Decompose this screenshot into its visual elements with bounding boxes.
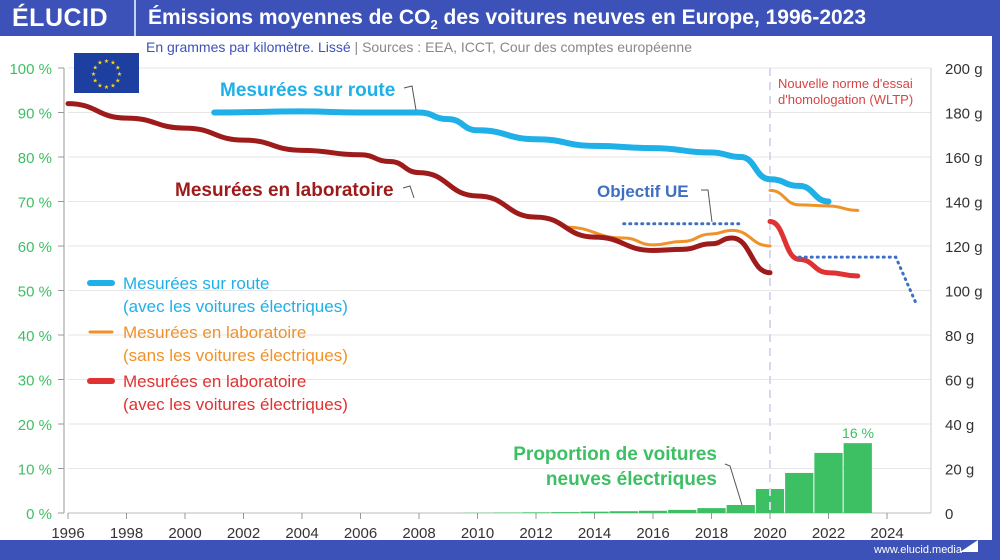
y-left-tick: 0 % <box>26 506 52 523</box>
y-right-tick: 80 g <box>945 328 974 345</box>
x-tick: 1998 <box>110 525 143 542</box>
y-right-tick: 100 g <box>945 284 983 301</box>
bar <box>551 512 580 513</box>
bar <box>521 512 551 513</box>
y-left-tick: 10 % <box>18 462 52 479</box>
divider <box>134 0 136 36</box>
y-left-tick: 50 % <box>18 284 52 301</box>
footer-url[interactable]: www.elucid.media <box>873 544 962 556</box>
eu-star: ★ <box>93 78 98 85</box>
series-line-lab_ev_old <box>65 101 773 276</box>
wltp-label: Nouvelle norme d'essai <box>778 76 913 91</box>
leader-line <box>724 463 743 506</box>
eu-star: ★ <box>110 60 115 67</box>
x-tick: 2012 <box>519 525 552 542</box>
y-left-tick: 40 % <box>18 328 52 345</box>
leader-line <box>402 185 415 199</box>
y-left-tick: 100 % <box>9 61 52 78</box>
bar <box>726 504 755 513</box>
x-tick: 2002 <box>227 525 260 542</box>
x-tick: 2004 <box>285 525 318 542</box>
bar <box>785 472 814 513</box>
bar <box>814 452 843 513</box>
header: ÉLUCID Émissions moyennes de CO2 des voi… <box>0 0 1000 36</box>
bar-value-label: 16 % <box>842 425 874 441</box>
bar <box>843 443 872 513</box>
eu-star: ★ <box>97 60 102 67</box>
eu-flag-icon <box>74 53 139 93</box>
wltp-label: d'homologation (WLTP) <box>778 92 913 107</box>
eu-star: ★ <box>117 71 122 78</box>
leader-line <box>701 189 713 223</box>
legend-label: (avec les voitures électriques) <box>123 297 348 316</box>
label-target: Objectif UE <box>597 182 689 201</box>
series-line-lab_no_ev <box>768 188 860 212</box>
y-right-tick: 160 g <box>945 150 983 167</box>
y-left-tick: 90 % <box>18 106 52 123</box>
eu-star: ★ <box>93 65 98 72</box>
y-right-tick: 140 g <box>945 195 983 212</box>
eu-star: ★ <box>115 65 120 72</box>
eu-star: ★ <box>104 84 109 91</box>
y-right-tick: 120 g <box>945 239 983 256</box>
y-right-tick: 200 g <box>945 61 983 78</box>
label-lab: Mesurées en laboratoire <box>175 180 394 201</box>
y-left-tick: 30 % <box>18 373 52 390</box>
label-bars: neuves électriques <box>546 469 717 490</box>
y-left-tick: 20 % <box>18 417 52 434</box>
eu-star: ★ <box>97 82 102 89</box>
x-tick: 2008 <box>402 525 435 542</box>
bar <box>697 508 726 513</box>
series-line-target <box>797 255 918 306</box>
label-route: Mesurées sur route <box>220 80 395 101</box>
legend-label: Mesurées sur route <box>123 274 269 293</box>
bar <box>580 511 609 513</box>
eu-star: ★ <box>104 58 109 65</box>
x-tick: 2016 <box>636 525 669 542</box>
x-tick: 2022 <box>812 525 845 542</box>
x-tick: 2020 <box>753 525 786 542</box>
x-tick: 2006 <box>344 525 377 542</box>
x-tick: 2018 <box>695 525 728 542</box>
subtitle: En grammes par kilomètre. Lissé | Source… <box>146 39 693 55</box>
legend-label: Mesurées en laboratoire <box>123 372 306 391</box>
logo-mark-icon <box>960 540 978 552</box>
x-tick: 2000 <box>168 525 201 542</box>
chart-title: Émissions moyennes de CO2 des voitures n… <box>148 6 867 33</box>
label-bars: Proportion de voitures <box>513 444 717 465</box>
bar <box>609 511 638 513</box>
bar <box>638 510 668 513</box>
eu-star: ★ <box>91 71 96 78</box>
y-right-tick: 40 g <box>945 417 974 434</box>
y-left-tick: 60 % <box>18 239 52 256</box>
leader-line <box>403 85 417 111</box>
y-left-tick: 70 % <box>18 195 52 212</box>
series-line-lab_ev <box>767 219 861 279</box>
legend-label: (sans les voitures électriques) <box>123 346 348 365</box>
logo: ÉLUCID <box>12 4 109 32</box>
y-right-tick: 180 g <box>945 106 983 123</box>
y-right-tick: 60 g <box>945 373 974 390</box>
bar <box>668 509 697 513</box>
legend-label: Mesurées en laboratoire <box>123 323 306 342</box>
series-line-lab_no_ev <box>563 225 772 248</box>
series-line-route <box>211 108 832 205</box>
eu-star: ★ <box>115 78 120 85</box>
legend-label: (avec les voitures électriques) <box>123 395 348 414</box>
x-tick: 2014 <box>578 525 611 542</box>
y-right-tick: 20 g <box>945 462 974 479</box>
x-tick: 2010 <box>461 525 494 542</box>
y-left-tick: 80 % <box>18 150 52 167</box>
eu-star: ★ <box>110 82 115 89</box>
y-right-tick: 0 <box>945 506 953 523</box>
x-tick: 2024 <box>870 525 903 542</box>
x-tick: 1996 <box>51 525 84 542</box>
